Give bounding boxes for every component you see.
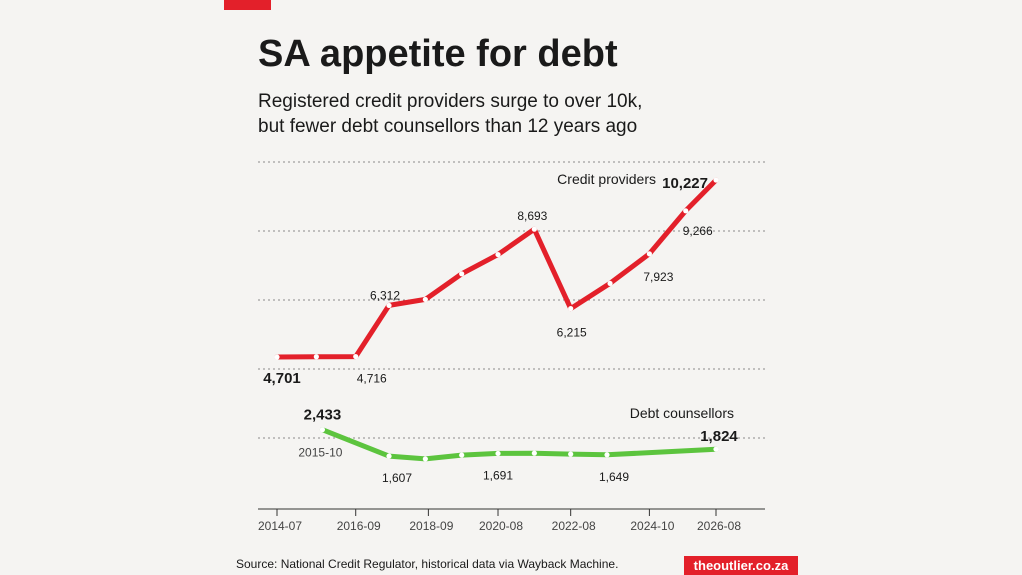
data-point — [646, 251, 652, 257]
x-tick-label: 2026-08 — [697, 519, 741, 533]
data-point — [353, 353, 359, 360]
data-point — [386, 302, 392, 309]
value-label: 10,227 — [662, 175, 708, 192]
grid — [258, 161, 765, 439]
data-point — [531, 450, 537, 456]
value-label: 1,649 — [599, 470, 629, 484]
x-tick-label: 2024-10 — [630, 519, 674, 533]
value-label: 4,716 — [357, 372, 387, 386]
x-tick-label: 2020-08 — [479, 519, 523, 533]
value-label: 4,701 — [263, 370, 301, 387]
x-tick-label: 2022-08 — [552, 519, 596, 533]
data-point — [422, 296, 428, 303]
value-label: 6,312 — [370, 288, 400, 302]
data-point — [386, 453, 392, 459]
subtitle: but fewer debt counsellors than 12 years… — [258, 116, 637, 137]
value-label: 9,266 — [683, 224, 713, 238]
x-tick-label: 2014-07 — [258, 519, 302, 533]
subtitle: Registered credit providers surge to ove… — [258, 91, 642, 112]
data-point — [607, 280, 613, 287]
series: 2,433 1,607 1,691 1,649 1,824 Debt counsellor… — [298, 405, 738, 485]
value-label: 6,215 — [557, 326, 587, 340]
value-label: 7,923 — [643, 270, 673, 284]
data-point — [568, 305, 574, 312]
source: Source: National Credit Regulator, histo… — [236, 557, 618, 571]
data-point — [713, 177, 719, 183]
x-tick-label: 2018-09 — [409, 519, 453, 533]
series: 4,701 4,716 6,312 8,693 6,215 7,923 9,266 10,22… — [263, 171, 719, 387]
chart-title: SA appetite for debt — [258, 33, 618, 75]
data-point — [495, 450, 501, 457]
data-point — [568, 451, 574, 457]
series-name: Credit providers — [557, 171, 656, 187]
data-point — [274, 354, 280, 360]
series-line — [274, 177, 719, 360]
value-label: 1,607 — [382, 471, 412, 485]
x-tick-label: 2016-09 — [337, 519, 381, 533]
series-line — [319, 427, 719, 462]
data-point — [422, 456, 428, 462]
data-point — [459, 271, 465, 277]
data-point — [604, 452, 610, 458]
data-point — [319, 427, 326, 433]
data-point — [713, 446, 719, 452]
value-label: 1,691 — [483, 468, 513, 482]
series-name: Debt counsellors — [630, 405, 734, 421]
data-point — [459, 452, 465, 458]
data-point — [683, 208, 689, 214]
value-label: 1,824 — [700, 428, 738, 445]
data-point — [313, 354, 319, 360]
data-point — [531, 226, 537, 232]
start-date: 2015-10 — [298, 446, 342, 460]
value-label: 8,693 — [517, 209, 547, 223]
value-label: 2,433 — [304, 407, 342, 424]
data-point — [495, 251, 501, 258]
brand-box — [684, 556, 798, 575]
brand: theoutlier.co.za — [694, 558, 789, 573]
accent-bar — [224, 0, 271, 10]
